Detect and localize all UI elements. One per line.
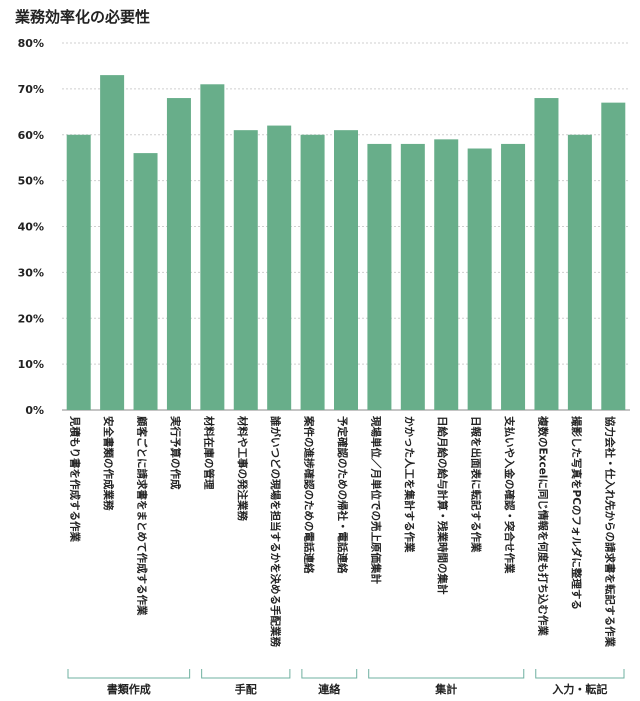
x-tick-label: 支払いや入金の確認・突合せ作業 [503, 415, 516, 574]
bar [166, 98, 191, 411]
y-tick-label: 40% [18, 221, 44, 234]
x-tick-label: 撮影した写真をPCのフォルダに整理する [570, 416, 583, 610]
group-bracket [201, 669, 291, 679]
x-tick-label: 複数のExcelに同じ情報を何度も打ち込む作業 [536, 415, 549, 636]
group-label: 手配 [235, 682, 257, 696]
x-tick-label: 予定確認のための帰社・電話連絡 [336, 416, 349, 574]
bar [567, 134, 592, 410]
group-label: 書類作成 [107, 682, 151, 696]
group-bracket [301, 669, 358, 679]
bar [100, 75, 125, 411]
y-axis: 0% 10% 20% 30% 40% 50% 60% 70% 80% [18, 37, 44, 417]
y-tick-label: 50% [18, 175, 44, 188]
bar [267, 125, 292, 410]
x-tick-label: 材料在庫の管理 [202, 415, 215, 490]
group-label: 連絡 [318, 682, 341, 696]
bar [467, 148, 492, 410]
x-tick-label: 材料や工事の発注業務 [236, 415, 249, 521]
bar [233, 130, 258, 410]
bar [400, 143, 425, 411]
x-tick-label: 実行予算の作成 [169, 416, 182, 490]
y-tick-label: 60% [18, 129, 44, 142]
y-tick-label: 30% [18, 266, 44, 279]
x-tick-label: 協力会社・仕入れ先からの請求書を転記する作業 [603, 416, 616, 647]
group-label: 入力・転記 [552, 682, 607, 696]
x-tick-label: 顧客ごとに請求書をまとめて作成する作業 [136, 416, 149, 616]
x-axis-labels: 見積もり書を作成する作業 安全書類の作成業務 顧客ごとに請求書をまとめて作成する作業… [69, 415, 617, 647]
bar [66, 134, 91, 410]
bar [300, 134, 325, 410]
group-bracket [368, 669, 525, 679]
chart-title: 業務効率化の必要性 [14, 8, 150, 26]
group-bracket [535, 669, 625, 679]
y-tick-label: 20% [18, 312, 44, 325]
category-groups: 書類作成 手配 連絡 集計 入力・転記 [67, 669, 625, 696]
bar [501, 143, 526, 411]
x-tick-label: かかった人工を集計する作業 [403, 416, 416, 553]
bar [601, 102, 626, 410]
x-tick-label: 見積もり書を作成する作業 [69, 415, 82, 542]
y-tick-label: 0% [25, 404, 44, 417]
y-tick-label: 10% [18, 358, 44, 371]
x-tick-label: 案件の進捗確認のための電話連絡 [303, 415, 316, 574]
x-tick-label: 日給月給の給与計算・残業時間の集計 [436, 416, 449, 595]
group-bracket [67, 669, 191, 679]
bar [367, 143, 392, 411]
bar [133, 153, 158, 410]
x-tick-label: 現場単位／月単位での売上原価集計 [369, 416, 382, 584]
bar [434, 139, 459, 410]
x-tick-label: 日報を出面表に転記する作業 [470, 416, 483, 553]
bars [66, 75, 626, 411]
bar [334, 130, 358, 410]
y-tick-label: 70% [18, 83, 44, 96]
group-label: 集計 [434, 682, 457, 696]
bar [534, 98, 559, 411]
x-tick-label: 安全書類の作成業務 [102, 416, 115, 511]
bar [200, 84, 225, 410]
x-tick-label: 誰がいつどの現場を担当するかを決める手配業務 [269, 416, 282, 647]
y-tick-label: 80% [18, 37, 44, 50]
